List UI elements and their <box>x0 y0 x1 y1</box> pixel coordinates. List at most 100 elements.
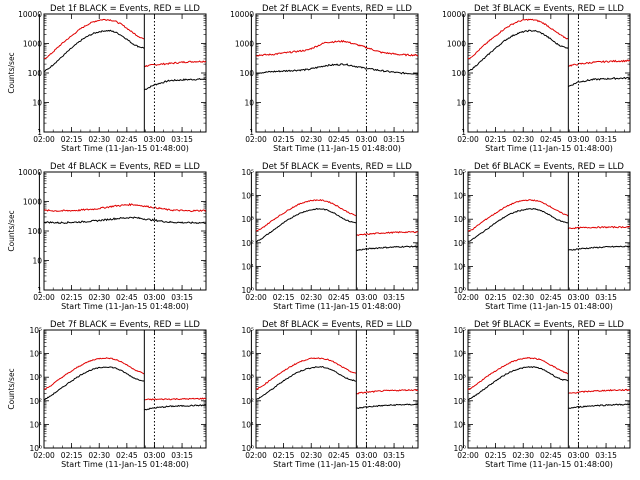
y-tick-label: 10¹ <box>453 262 466 271</box>
y-tick-label: 1000 <box>447 40 466 49</box>
y-tick-label: 10³ <box>29 373 42 382</box>
series-events-flare-line <box>44 366 145 401</box>
y-tick-label: 10⁰ <box>453 444 466 453</box>
series-events-line <box>567 76 630 88</box>
x-tick-label: 03:15 <box>171 135 193 144</box>
panel-title: Det 2f BLACK = Events, RED = LLD <box>262 4 412 14</box>
y-tick-label: 1000 <box>23 40 42 49</box>
panel-title: Det 8f BLACK = Events, RED = LLD <box>262 320 412 330</box>
series-events-flare-line <box>468 366 569 401</box>
plot-area <box>468 18 630 88</box>
x-tick-label: 02:30 <box>512 293 534 302</box>
series-events-line <box>356 403 418 410</box>
y-tick-label: 10 <box>32 257 42 266</box>
x-tick-label: 02:30 <box>88 293 110 302</box>
series-lld-line <box>144 60 206 68</box>
x-axis-label: Start Time (11-Jan-15 01:48:00) <box>61 302 189 311</box>
y-tick-label: 1 <box>37 286 42 295</box>
series-events-flare-line <box>468 29 569 73</box>
series-lld-line <box>256 39 418 57</box>
x-tick-label: 02:00 <box>33 293 55 302</box>
x-tick-label: 02:45 <box>540 451 562 460</box>
y-tick-label: 10² <box>453 239 466 248</box>
plot-area <box>256 357 418 410</box>
x-tick-label: 02:15 <box>273 451 295 460</box>
x-tick-label: 02:15 <box>61 451 83 460</box>
series-events-flare-line <box>44 29 145 73</box>
plot-area <box>256 199 418 251</box>
series-lld-flare-line <box>44 357 145 391</box>
series-lld-flare-line <box>468 18 569 60</box>
series-lld-flare-line <box>468 199 569 232</box>
series-events-line <box>256 63 418 75</box>
series-lld-flare-line <box>256 357 357 390</box>
panel-det-3: Det 3f BLACK = Events, RED = LLD 1 10 100 10… <box>442 4 631 153</box>
x-axis-label: Start Time (11-Jan-15 01:48:00) <box>273 302 401 311</box>
x-tick-label: 02:15 <box>61 135 83 144</box>
x-tick-label: 03:15 <box>595 135 617 144</box>
y-tick-label: 10000 <box>442 10 466 19</box>
y-tick-label: 10³ <box>453 373 466 382</box>
y-tick-label: 10⁰ <box>241 444 254 453</box>
y-tick-label: 10⁵ <box>453 168 466 177</box>
x-tick-label: 02:15 <box>485 135 507 144</box>
x-tick-label: 02:45 <box>116 293 138 302</box>
y-tick-label: 100 <box>452 69 467 78</box>
series-lld-line <box>356 230 418 237</box>
panel-det-2: Det 2f BLACK = Events, RED = LLD 1 10 100 10… <box>230 4 419 153</box>
y-tick-label: 10⁰ <box>241 286 254 295</box>
y-tick-label: 10² <box>241 239 254 248</box>
x-tick-label: 03:15 <box>595 293 617 302</box>
x-tick-label: 02:45 <box>328 135 350 144</box>
y-tick-label: 10² <box>29 397 42 406</box>
x-tick-label: 03:15 <box>171 451 193 460</box>
x-tick-label: 02:15 <box>61 293 83 302</box>
x-tick-label: 02:15 <box>485 451 507 460</box>
y-tick-label: 10⁴ <box>29 350 42 359</box>
x-tick-label: 02:45 <box>540 135 562 144</box>
x-tick-label: 02:45 <box>116 135 138 144</box>
series-events-line <box>568 245 630 251</box>
series-lld-flare-line <box>44 18 145 60</box>
x-tick-label: 02:30 <box>300 135 322 144</box>
panel-det-6: Det 6f BLACK = Events, RED = LLD 10⁰ 10¹ 10… <box>453 162 631 311</box>
x-tick-label: 02:15 <box>273 293 295 302</box>
y-tick-label: 10¹ <box>453 420 466 429</box>
y-tick-label: 1 <box>461 128 466 137</box>
series-lld-line <box>144 397 206 401</box>
plot-frame <box>255 171 419 291</box>
y-tick-label: 10⁵ <box>241 168 254 177</box>
x-tick-label: 02:15 <box>485 293 507 302</box>
x-tick-label: 03:00 <box>568 451 590 460</box>
y-tick-label: 10⁴ <box>453 192 466 201</box>
y-tick-label: 10⁰ <box>453 286 466 295</box>
y-tick-label: 10⁴ <box>241 350 254 359</box>
y-tick-label: 10³ <box>241 215 254 224</box>
y-tick-label: 1 <box>249 128 254 137</box>
series-events-line <box>144 404 206 411</box>
plot-frame <box>255 329 419 449</box>
x-tick-label: 02:30 <box>88 135 110 144</box>
y-tick-label: 100 <box>28 69 43 78</box>
series-lld-flare-line <box>256 199 357 232</box>
panel-det-7: Det 7f BLACK = Events, RED = LLD 10⁰ 10¹ 10… <box>7 320 207 469</box>
plot-area <box>44 357 206 411</box>
x-tick-label: 02:00 <box>245 293 267 302</box>
x-tick-label: 02:30 <box>300 451 322 460</box>
x-tick-label: 03:00 <box>356 293 378 302</box>
x-tick-label: 02:00 <box>245 135 267 144</box>
y-tick-label: 1000 <box>235 40 254 49</box>
y-tick-label: 10¹ <box>241 420 254 429</box>
y-tick-label: 1 <box>37 128 42 137</box>
x-tick-label: 02:30 <box>88 451 110 460</box>
x-tick-label: 02:45 <box>328 451 350 460</box>
panel-det-5: Det 5f BLACK = Events, RED = LLD 10⁰ 10¹ 10… <box>241 162 419 311</box>
y-tick-label: 10 <box>244 99 254 108</box>
y-tick-label: 100 <box>28 227 43 236</box>
y-tick-label: 10¹ <box>29 420 42 429</box>
series-lld-line <box>568 59 630 67</box>
x-tick-label: 03:15 <box>383 293 405 302</box>
y-tick-label: 10000 <box>230 10 254 19</box>
y-tick-label: 10⁵ <box>241 326 254 335</box>
